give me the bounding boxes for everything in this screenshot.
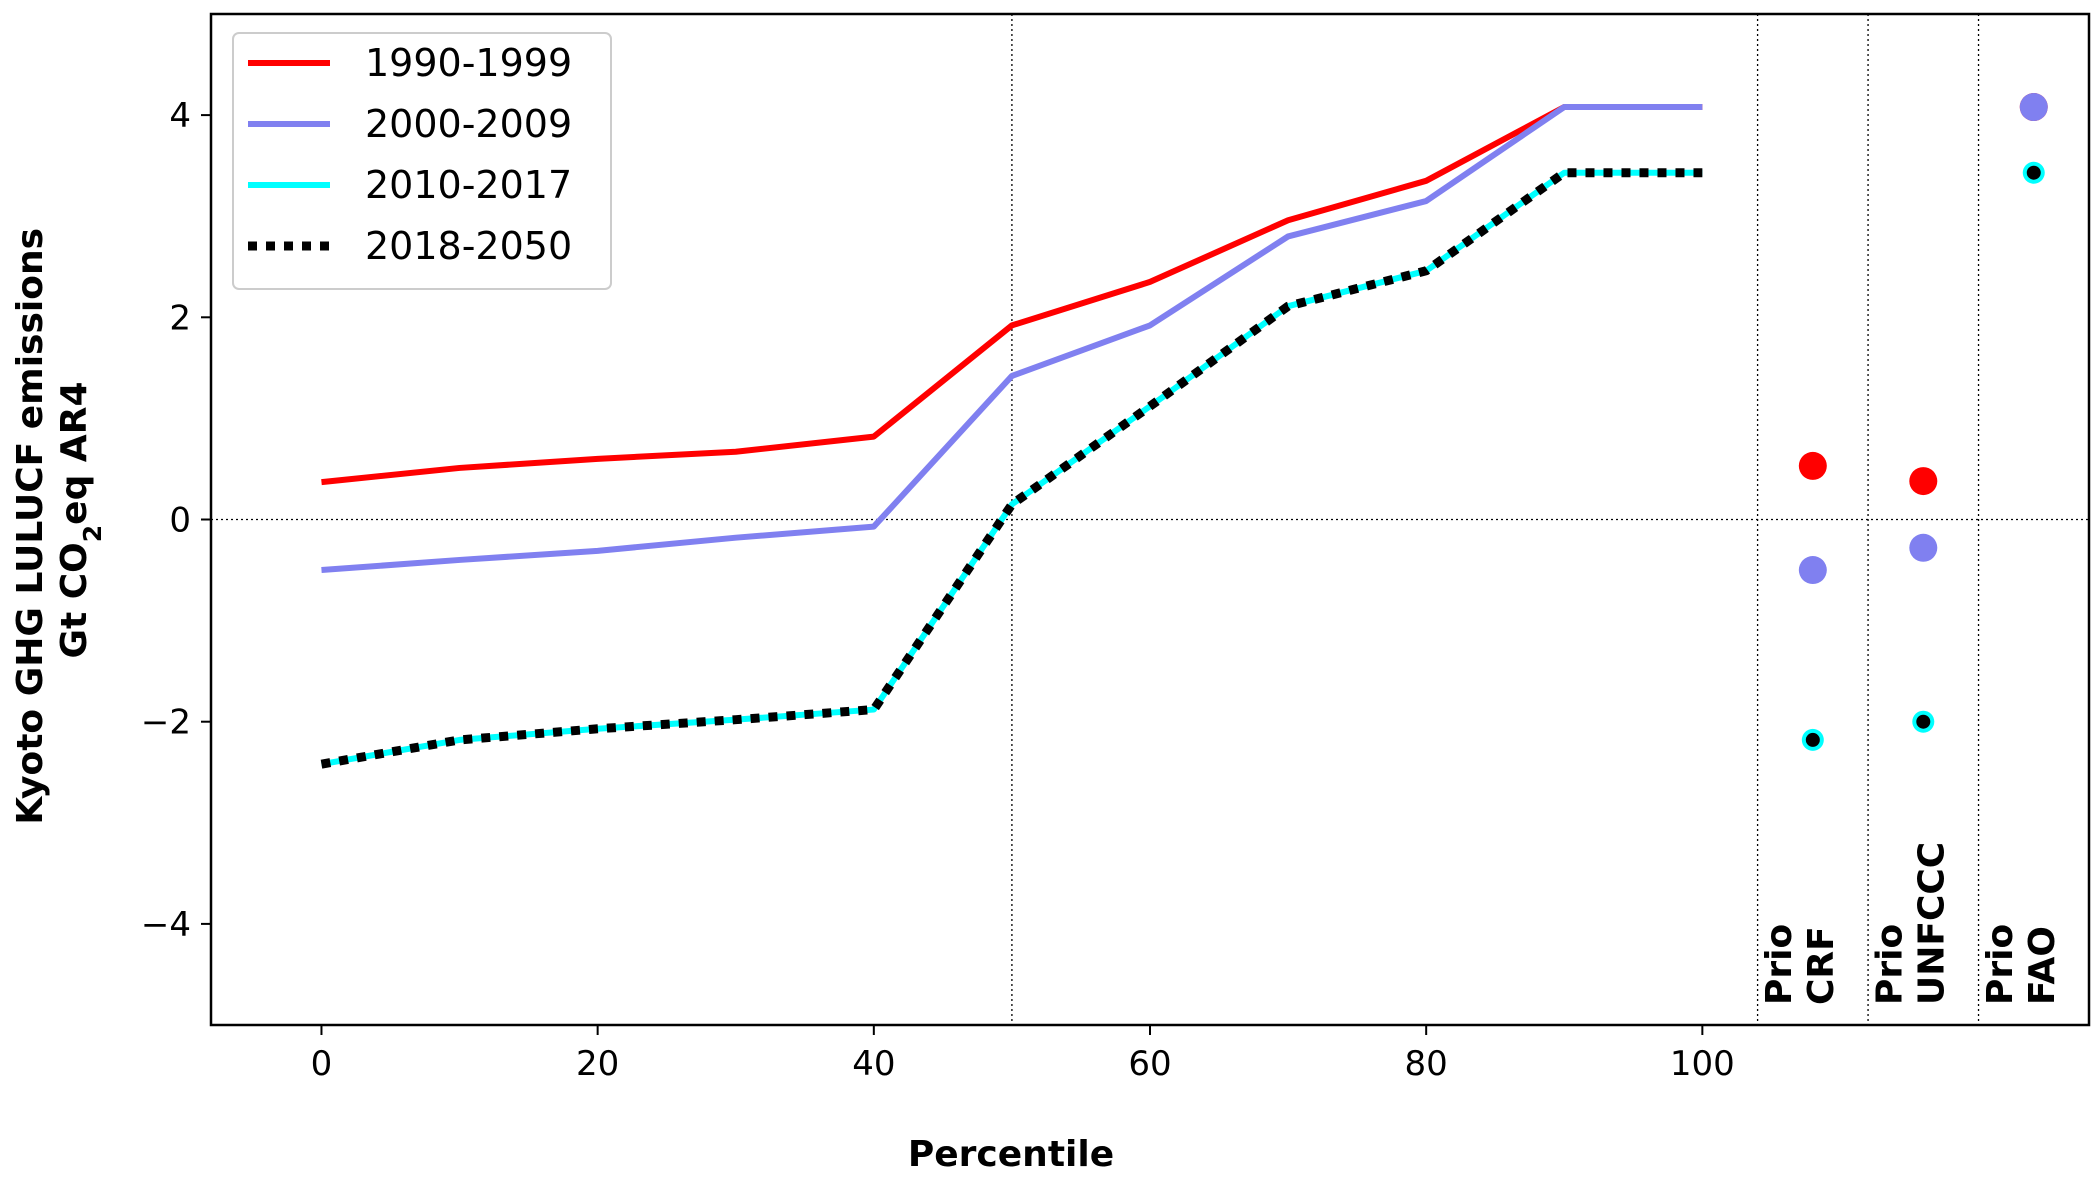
series-line-1990-1999 xyxy=(321,104,1703,486)
category-labels: PrioCRF PrioUNFCCC PrioFAO xyxy=(1759,842,2063,1005)
point-crf-2000-2009 xyxy=(1798,556,1827,585)
y-tick-label: −4 xyxy=(141,905,191,945)
y-axis-title: Kyoto GHG LULUCF emissions Gt CO2eq AR4 xyxy=(10,215,107,824)
y-tick-label: 4 xyxy=(169,96,191,136)
category-label-fao: PrioFAO xyxy=(1980,924,2063,1005)
category-label-line1: Prio xyxy=(1759,924,1800,1005)
legend: 1990-1999 2000-2009 2010-2017 2018-2050 xyxy=(232,32,612,290)
legend-label-2010-2017: 2010-2017 xyxy=(365,163,572,207)
x-tick-label: 40 xyxy=(852,1044,895,1084)
reference-lines xyxy=(211,14,2089,1025)
legend-label-2018-2050: 2018-2050 xyxy=(365,224,572,268)
y-axis-ticks: −4 −2 0 2 4 xyxy=(141,96,211,945)
y-tick-label: 0 xyxy=(169,501,191,541)
series-line-2010-2017 xyxy=(320,169,1703,768)
series-lines xyxy=(320,104,1703,769)
y-axis-title-subscript: 2 xyxy=(78,525,107,542)
x-axis-ticks: 0 20 40 60 80 100 xyxy=(311,1025,1735,1084)
point-unfccc-2000-2009 xyxy=(1909,533,1938,562)
category-label-crf: PrioCRF xyxy=(1759,924,1842,1005)
category-label-line2: FAO xyxy=(2022,926,2063,1005)
x-tick-label: 80 xyxy=(1405,1044,1448,1084)
point-crf-1990-1999 xyxy=(1798,451,1827,480)
x-tick-label: 60 xyxy=(1128,1044,1171,1084)
category-label-line1: Prio xyxy=(1869,924,1910,1005)
point-fao-2000-2009 xyxy=(2019,93,2048,122)
y-axis-title-line1: Kyoto GHG LULUCF emissions xyxy=(10,228,51,825)
y-tick-label: −2 xyxy=(141,703,191,743)
point-fao-2010-2017-dotted-overlay xyxy=(2026,165,2041,180)
legend-box xyxy=(232,32,612,290)
x-tick-label: 0 xyxy=(311,1044,333,1084)
category-label-line2: UNFCCC xyxy=(1911,842,1952,1005)
y-axis-title-line2-prefix: Gt CO xyxy=(54,542,95,658)
legend-label-1990-1999: 1990-1999 xyxy=(365,41,572,85)
x-tick-label: 20 xyxy=(576,1044,619,1084)
y-tick-label: 2 xyxy=(169,298,191,338)
category-points xyxy=(1798,93,2048,751)
y-axis-title-line2-suffix: eq AR4 xyxy=(54,381,95,524)
series-line-2000-2009 xyxy=(321,104,1703,574)
x-axis-title: Percentile xyxy=(908,1134,1114,1175)
category-label-unfccc: PrioUNFCCC xyxy=(1869,842,1952,1005)
legend-label-2000-2009: 2000-2009 xyxy=(365,102,572,146)
legend-entries: 1990-1999 2000-2009 2010-2017 2018-2050 xyxy=(248,41,572,268)
category-label-line2: CRF xyxy=(1801,926,1842,1005)
point-crf-2010-2017-dotted-overlay xyxy=(1805,732,1820,747)
point-unfccc-1990-1999 xyxy=(1909,467,1938,496)
point-unfccc-2010-2017-dotted-overlay xyxy=(1916,714,1931,729)
category-label-line1: Prio xyxy=(1980,924,2021,1005)
x-tick-label: 100 xyxy=(1670,1044,1735,1084)
